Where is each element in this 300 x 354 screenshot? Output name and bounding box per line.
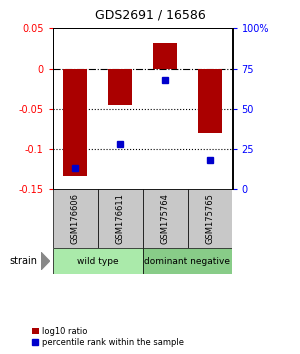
Text: GDS2691 / 16586: GDS2691 / 16586 [94, 9, 206, 22]
Bar [153, 43, 177, 69]
Text: GSM175764: GSM175764 [160, 193, 169, 244]
Bar [142, 189, 188, 248]
Text: GSM176606: GSM176606 [70, 193, 80, 244]
Bar [198, 69, 222, 133]
Text: strain: strain [9, 256, 37, 266]
Polygon shape [40, 252, 50, 270]
Bar [63, 69, 87, 176]
Text: wild type: wild type [77, 257, 118, 266]
Legend: log10 ratio, percentile rank within the sample: log10 ratio, percentile rank within the … [31, 326, 185, 348]
Bar [52, 189, 98, 248]
Text: GSM176611: GSM176611 [116, 193, 124, 244]
Text: dominant negative: dominant negative [145, 257, 230, 266]
Bar [188, 189, 232, 248]
Bar [142, 248, 232, 274]
Bar [108, 69, 132, 105]
Bar [98, 189, 142, 248]
Bar [52, 248, 142, 274]
Text: GSM175765: GSM175765 [206, 193, 214, 244]
